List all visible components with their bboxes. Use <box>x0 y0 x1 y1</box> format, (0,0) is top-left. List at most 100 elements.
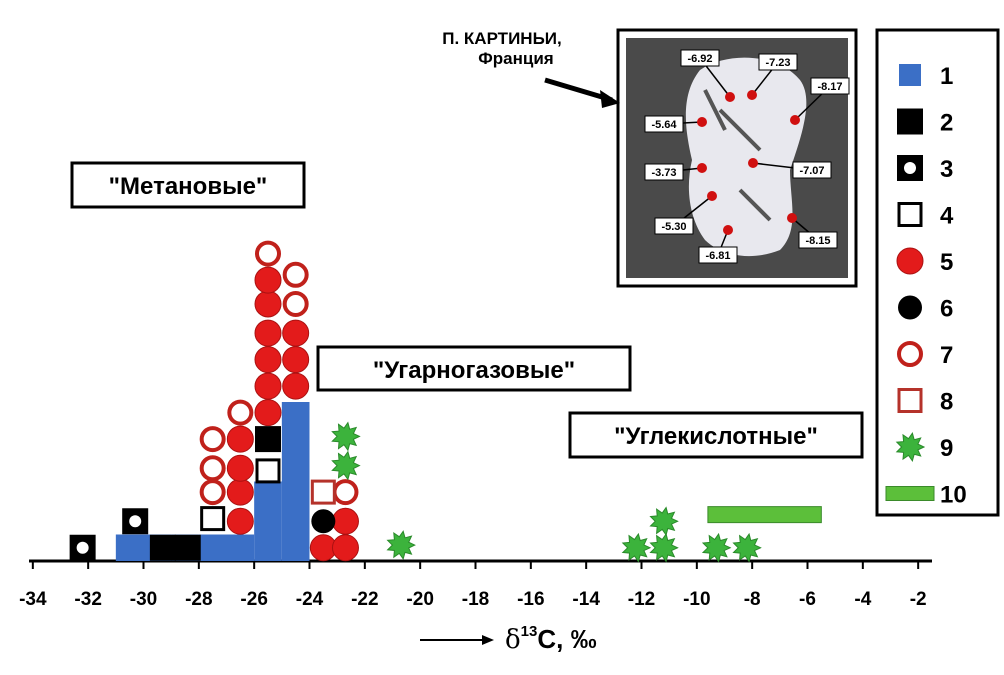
red-circle <box>226 507 254 535</box>
square-hole <box>129 515 142 528</box>
inset-label-box <box>644 163 684 181</box>
x-tick-label: -34 <box>19 589 47 610</box>
legend-label: 3 <box>940 156 953 183</box>
inset-label: -5.64 <box>651 119 677 131</box>
legend-symbol <box>897 202 923 227</box>
inset-label: -7.07 <box>799 165 824 177</box>
x-tick-label: -4 <box>854 589 871 610</box>
x-tick-label: -18 <box>462 589 489 610</box>
legend-symbol <box>897 341 923 367</box>
histogram-bar <box>198 534 227 561</box>
star <box>331 450 361 481</box>
legend-symbol <box>897 108 923 135</box>
legend-label: 10 <box>940 482 967 509</box>
x-tick-label: -22 <box>351 589 378 610</box>
inset-label: -7.23 <box>765 57 790 69</box>
legend-label: 1 <box>940 63 953 90</box>
inset-label-box <box>644 115 684 133</box>
x-tick-label: -2 <box>910 589 927 610</box>
black-square <box>174 534 201 561</box>
star <box>732 532 762 563</box>
x-tick-label: -32 <box>74 589 101 610</box>
red-circle <box>282 319 310 347</box>
red-circle <box>254 346 282 374</box>
histogram-bar <box>254 481 282 561</box>
legend-label: 5 <box>940 249 953 276</box>
inset-label: -5.30 <box>661 221 686 233</box>
legend-symbol <box>885 486 935 501</box>
crystal-texture <box>703 89 772 222</box>
red-circle <box>254 319 282 347</box>
open-square <box>255 458 281 484</box>
black-circle <box>311 509 336 534</box>
open-circle <box>282 290 309 317</box>
inset-point <box>723 225 733 235</box>
black-square <box>255 426 281 453</box>
red-circle <box>254 266 282 294</box>
x-tick-label: -14 <box>572 589 600 610</box>
x-tick-label: -12 <box>628 589 655 610</box>
x-tick-label: -8 <box>744 589 761 610</box>
red-circle <box>226 454 254 482</box>
inset-point <box>747 90 757 100</box>
x-tick-label: -6 <box>799 589 816 610</box>
inset-label-box <box>792 161 832 179</box>
star <box>386 530 416 561</box>
open-circle <box>282 261 309 288</box>
open-circle <box>199 426 226 453</box>
red-circle <box>254 399 282 427</box>
inset-label-box <box>798 231 838 249</box>
black-square <box>149 534 176 561</box>
square-dot <box>122 508 149 535</box>
red-circle <box>226 478 254 506</box>
inset-label-box <box>654 217 694 235</box>
red-circle <box>282 346 310 374</box>
inset-label: -3.73 <box>651 167 676 179</box>
legend-label: 9 <box>940 435 953 462</box>
inset-point <box>707 191 717 201</box>
star <box>331 421 361 452</box>
inset-point <box>748 158 758 168</box>
legend-label: 8 <box>940 389 953 416</box>
inset-label: -8.15 <box>805 235 830 247</box>
annotation-box <box>70 161 306 209</box>
annotation: "Метановые" <box>109 173 268 200</box>
open-circle <box>332 479 359 506</box>
histogram-bar <box>226 534 255 561</box>
inset-title: П. КАРТИНЬИ, <box>442 29 561 48</box>
x-tick-label: -30 <box>130 589 157 610</box>
legend-label: 7 <box>940 342 953 369</box>
x-tick-label: -10 <box>683 589 710 610</box>
inset-label: -6.81 <box>705 250 730 262</box>
xlabel-arrowhead <box>482 635 494 645</box>
annotation: "Угарногазовые" <box>373 357 575 384</box>
inset-point <box>697 117 707 127</box>
legend-label: 4 <box>940 203 954 230</box>
annotation: "Углекислотные" <box>614 423 818 450</box>
x-tick-label: -28 <box>185 589 212 610</box>
legend-symbol <box>897 388 923 413</box>
open-red-square <box>310 479 336 505</box>
open-circle <box>227 399 254 426</box>
square-dot <box>69 534 96 561</box>
open-circle <box>199 455 226 482</box>
red-circle <box>254 372 282 400</box>
square-hole <box>904 162 916 174</box>
red-circle <box>331 534 359 562</box>
open-circle <box>199 479 226 506</box>
inset-point <box>787 213 797 223</box>
inset-label-box <box>810 77 850 95</box>
inset-title: Франция <box>478 49 553 68</box>
x-tick-label: -16 <box>517 589 544 610</box>
inset-label: -8.17 <box>817 81 842 93</box>
inset-label-box <box>758 53 798 71</box>
open-circle <box>255 240 281 267</box>
annotation-box <box>316 345 632 392</box>
inset-point <box>697 163 707 173</box>
x-tick-label: -20 <box>406 589 433 610</box>
star <box>621 532 652 563</box>
legend-label: 6 <box>940 296 953 323</box>
star <box>649 532 679 563</box>
red-circle <box>331 507 359 535</box>
